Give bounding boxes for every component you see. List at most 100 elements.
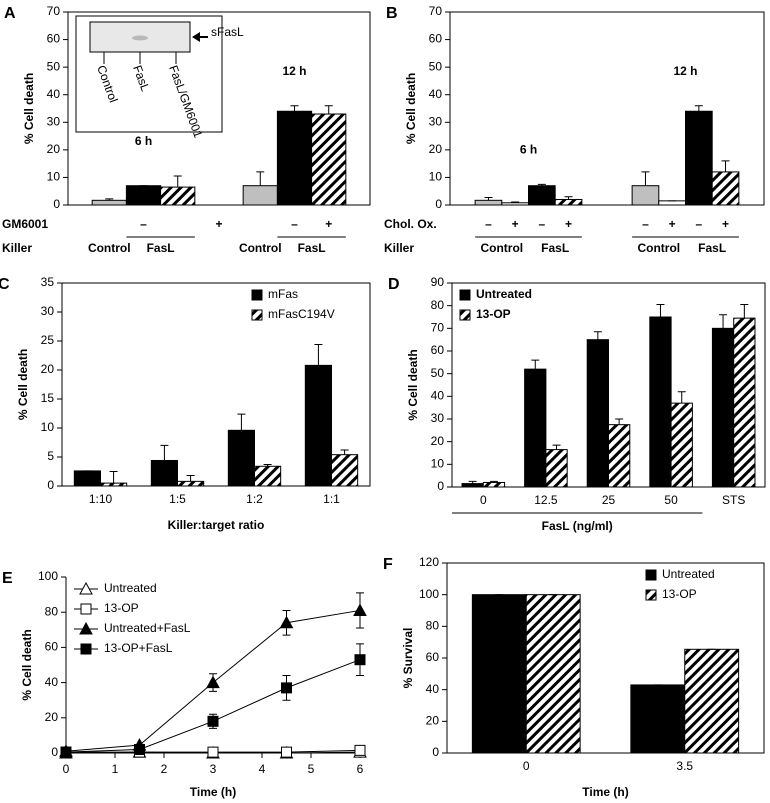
bar — [670, 402, 693, 488]
bar — [91, 199, 127, 206]
y-tick-label: 20 — [429, 142, 443, 156]
error-bar — [537, 183, 546, 186]
bar — [177, 480, 205, 487]
marker — [134, 743, 145, 755]
y-axis-label: % Cell death — [404, 73, 418, 144]
row-item: + — [722, 217, 729, 231]
bar — [554, 198, 583, 206]
y-tick-label: 80 — [426, 619, 440, 633]
y-tick-label: 60 — [47, 32, 61, 46]
y-tick-label: 20 — [45, 710, 59, 724]
bar — [528, 185, 556, 206]
row-item: – — [485, 217, 492, 231]
y-tick-label: 35 — [41, 275, 55, 289]
row-item: – — [642, 217, 649, 231]
group-label: 6 h — [520, 142, 537, 156]
panel: E % Cell death 0 20 40 60 80 100 Time (h) 0 1 2 3 4 5 6… — [2, 569, 367, 799]
y-axis-label: % Cell death — [16, 349, 30, 420]
error-bar — [324, 105, 333, 115]
plot-frame — [67, 11, 371, 206]
legend-label: Untreated+FasL — [104, 621, 191, 635]
y-tick-label: 5 — [47, 449, 54, 463]
x-tick-label: 4 — [259, 762, 266, 776]
y-tick-label: 80 — [431, 298, 445, 312]
row-item: FasL — [698, 241, 726, 255]
panel: B % Cell death 0 10 20 30 40 50 60 70 6 h 12 h Chol.… — [384, 4, 765, 255]
legend-marker — [80, 603, 92, 615]
error-bar — [531, 359, 540, 370]
y-tick-label: 20 — [431, 434, 445, 448]
marker — [281, 746, 292, 758]
error-bar — [105, 198, 114, 201]
bar — [525, 594, 581, 754]
legend-marker — [79, 581, 93, 595]
row-item: FasL — [298, 241, 326, 255]
y-tick-label: 40 — [45, 675, 59, 689]
y-tick-label: 15 — [41, 391, 55, 405]
y-tick-label: 50 — [431, 366, 445, 380]
legend-label: 13-OP+FasL — [104, 641, 173, 655]
x-tick-label: 2 — [161, 762, 168, 776]
x-tick-label: 1:10 — [89, 492, 113, 506]
y-tick-label: 100 — [38, 569, 58, 583]
group-label: 12 h — [673, 64, 697, 78]
bar — [711, 171, 740, 206]
bar — [276, 110, 313, 206]
row-item: Control — [637, 241, 680, 255]
legend-swatch — [645, 569, 657, 581]
y-axis-label: % Cell death — [406, 349, 420, 420]
bar — [630, 684, 686, 754]
marker — [279, 615, 294, 629]
panel-label: C — [0, 276, 10, 293]
x-axis-label: Time (h) — [582, 785, 628, 799]
y-tick-label: 100 — [419, 587, 439, 601]
error-bar — [593, 331, 602, 340]
y-tick-label: 120 — [419, 555, 439, 569]
legend-label: 13-OP — [662, 587, 697, 601]
y-tick-label: 30 — [47, 114, 61, 128]
y-tick-label: 10 — [431, 457, 445, 471]
y-tick-label: 30 — [429, 114, 443, 128]
row-item: + — [669, 217, 676, 231]
row-item: Control — [239, 241, 282, 255]
y-tick-label: 0 — [53, 197, 60, 211]
bar — [524, 368, 547, 488]
row-item: + — [512, 217, 519, 231]
row-item: – — [696, 217, 703, 231]
marker — [354, 744, 366, 756]
bar — [711, 327, 735, 488]
y-tick-label: 30 — [41, 304, 55, 318]
row-item: + — [215, 217, 222, 231]
row-item: – — [140, 217, 147, 231]
y-tick-label: 0 — [47, 478, 54, 492]
x-tick-label: 1:5 — [169, 492, 186, 506]
legend-swatch — [251, 309, 263, 321]
bar — [474, 199, 503, 206]
panel: C % Cell death 0 5 10 15 20 25 30 35 Killer:target… — [0, 275, 371, 532]
bar — [501, 202, 529, 206]
bar — [254, 465, 282, 487]
x-tick-label: 1:2 — [246, 492, 263, 506]
error-bar — [719, 314, 728, 329]
y-tick-label: 20 — [426, 714, 440, 728]
panel: F % Survival 0 20 40 60 80 100 120 Time (h) 0 3.5 Un… — [383, 555, 765, 799]
marker — [60, 746, 72, 758]
x-tick-label: 3.5 — [676, 759, 693, 773]
error-bar — [564, 196, 573, 200]
plot-frame — [449, 11, 765, 206]
error-bar — [677, 391, 686, 404]
panel-label: B — [386, 5, 398, 22]
y-tick-label: 0 — [432, 745, 439, 759]
y-tick-label: 60 — [426, 650, 440, 664]
error-bar — [656, 304, 665, 317]
group-label: 6 h — [135, 134, 152, 148]
y-tick-label: 40 — [426, 682, 440, 696]
y-tick-label: 40 — [431, 389, 445, 403]
row-label: Killer — [2, 241, 32, 255]
legend-label: Untreated — [476, 287, 532, 301]
error-bar — [721, 160, 730, 172]
group-label: 12 h — [282, 64, 306, 78]
legend-label: Untreated — [104, 581, 157, 595]
marker — [207, 715, 219, 727]
